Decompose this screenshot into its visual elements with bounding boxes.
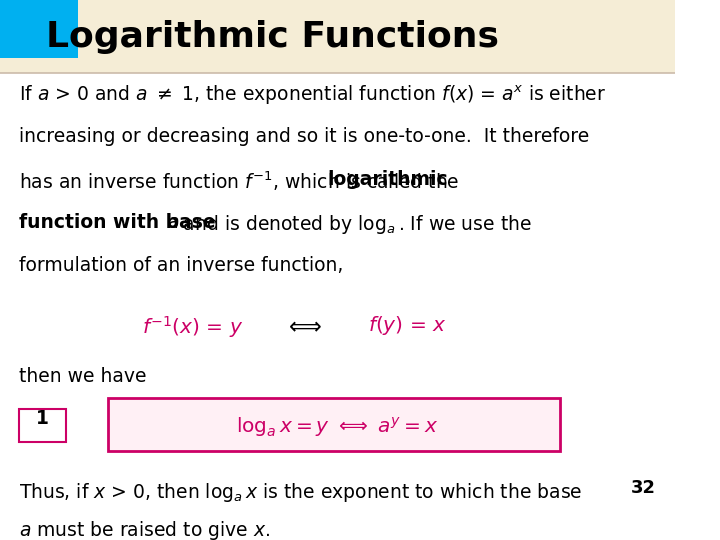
Text: then we have: then we have — [19, 367, 146, 386]
Text: $a$: $a$ — [168, 213, 180, 232]
Text: logarithmic: logarithmic — [328, 170, 448, 188]
Text: If $a$ > 0 and $a$ $\neq$ 1, the exponential function $f(x)$ = $a^x$ is either: If $a$ > 0 and $a$ $\neq$ 1, the exponen… — [19, 84, 606, 107]
Text: 1: 1 — [36, 409, 49, 428]
Text: Logarithmic Functions: Logarithmic Functions — [46, 20, 499, 53]
FancyBboxPatch shape — [0, 0, 78, 58]
Text: and is denoted by $\log_a$. If we use the: and is denoted by $\log_a$. If we use th… — [177, 213, 531, 236]
Text: function with base: function with base — [19, 213, 222, 232]
Text: has an inverse function $f^{-1}$, which is called the: has an inverse function $f^{-1}$, which … — [19, 170, 460, 193]
Text: Thus, if $x$ > 0, then $\log_a x$ is the exponent to which the base: Thus, if $x$ > 0, then $\log_a x$ is the… — [19, 481, 582, 504]
Text: increasing or decreasing and so it is one-to-one.  It therefore: increasing or decreasing and so it is on… — [19, 127, 589, 146]
Text: $\Longleftrightarrow$: $\Longleftrightarrow$ — [284, 314, 322, 337]
FancyBboxPatch shape — [108, 397, 560, 451]
Text: $a$ must be raised to give $x$.: $a$ must be raised to give $x$. — [19, 519, 270, 540]
Text: $\log_a x = y \ \Longleftrightarrow \ a^y = x$: $\log_a x = y \ \Longleftrightarrow \ a^… — [236, 415, 438, 439]
Text: formulation of an inverse function,: formulation of an inverse function, — [19, 256, 343, 275]
FancyBboxPatch shape — [0, 0, 675, 73]
Text: $f(y)$ = $x$: $f(y)$ = $x$ — [368, 314, 446, 337]
Text: 32: 32 — [631, 480, 656, 497]
Text: $f^{-1}(x)$ = $y$: $f^{-1}(x)$ = $y$ — [142, 314, 243, 340]
FancyBboxPatch shape — [19, 409, 66, 442]
